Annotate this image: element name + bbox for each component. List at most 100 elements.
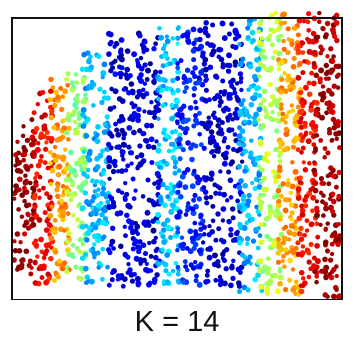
scatter-point	[198, 215, 203, 220]
scatter-point	[258, 258, 264, 264]
scatter-point	[257, 40, 262, 45]
scatter-point	[182, 89, 188, 94]
scatter-point	[300, 145, 306, 151]
scatter-point	[151, 110, 157, 116]
scatter-point	[299, 207, 306, 214]
scatter-point	[322, 146, 328, 151]
scatter-point	[110, 168, 117, 175]
scatter-point	[276, 51, 282, 57]
scatter-point	[241, 225, 248, 231]
scatter-point	[240, 56, 246, 62]
scatter-point	[73, 72, 79, 77]
scatter-point	[177, 182, 183, 188]
scatter-point	[27, 258, 33, 264]
scatter-point	[212, 182, 218, 188]
scatter-point	[239, 159, 245, 164]
scatter-point	[249, 29, 256, 36]
scatter-point	[99, 99, 105, 106]
scatter-point	[298, 232, 303, 237]
scatter-point	[202, 29, 209, 36]
scatter-point	[126, 125, 133, 131]
scatter-point	[277, 164, 283, 170]
scatter-point	[256, 226, 261, 231]
scatter-point	[164, 252, 170, 258]
scatter-point	[52, 218, 58, 223]
scatter-point	[237, 289, 243, 295]
scatter-point	[174, 98, 181, 105]
scatter-point	[50, 85, 56, 90]
scatter-point	[144, 261, 149, 266]
scatter-point	[119, 190, 125, 195]
scatter-point	[21, 151, 28, 158]
scatter-point	[65, 71, 71, 77]
scatter-point	[80, 181, 86, 186]
scatter-point	[292, 168, 299, 175]
scatter-point	[196, 281, 203, 288]
scatter-point	[302, 233, 307, 238]
scatter-point	[225, 198, 230, 203]
scatter-point	[80, 77, 86, 83]
scatter-point	[42, 160, 48, 166]
scatter-point	[112, 88, 119, 95]
scatter-point	[184, 85, 189, 91]
scatter-point	[123, 180, 128, 186]
scatter-point	[115, 277, 121, 282]
scatter-point	[226, 218, 232, 225]
scatter-point	[90, 178, 96, 184]
scatter-point	[260, 63, 266, 69]
scatter-point	[239, 87, 244, 93]
scatter-point	[261, 88, 268, 95]
scatter-point	[14, 231, 21, 237]
scatter-point	[245, 25, 251, 31]
scatter-point	[203, 279, 209, 285]
scatter-point	[105, 199, 111, 205]
scatter-point	[263, 114, 269, 120]
scatter-point	[175, 87, 181, 94]
scatter-point	[23, 189, 30, 196]
scatter-point	[172, 170, 178, 176]
scatter-point	[105, 30, 112, 37]
scatter-point	[237, 270, 243, 275]
scatter-point	[277, 153, 282, 159]
scatter-point	[242, 205, 248, 211]
scatter-point	[153, 235, 158, 241]
scatter-point	[309, 70, 315, 76]
scatter-point	[16, 207, 21, 212]
scatter-point	[327, 271, 333, 277]
scatter-point	[175, 41, 180, 46]
scatter-point	[121, 130, 128, 137]
scatter-point	[202, 97, 208, 103]
scatter-point	[111, 158, 118, 165]
scatter-point	[55, 193, 61, 199]
scatter-point	[259, 18, 264, 24]
scatter-point	[202, 66, 209, 73]
scatter-point	[197, 27, 204, 34]
scatter-point	[308, 266, 314, 272]
scatter-point	[256, 184, 263, 190]
scatter-point	[282, 71, 287, 76]
scatter-point	[173, 57, 178, 63]
scatter-point	[150, 227, 157, 234]
scatter-point	[164, 185, 170, 191]
scatter-point	[217, 185, 223, 191]
scatter-point	[229, 264, 235, 271]
scatter-point	[263, 108, 268, 113]
scatter-point	[283, 224, 289, 230]
scatter-point	[226, 52, 232, 59]
scatter-point	[49, 204, 55, 210]
scatter-point	[326, 181, 332, 187]
scatter-point	[188, 145, 194, 151]
scatter-point	[66, 125, 72, 132]
scatter-point	[177, 107, 183, 113]
scatter-point	[255, 272, 261, 278]
scatter-point	[247, 64, 253, 70]
scatter-point	[35, 254, 40, 259]
scatter-point	[230, 215, 236, 221]
scatter-point	[336, 193, 342, 199]
scatter-point	[270, 55, 276, 61]
scatter-point	[334, 287, 339, 293]
scatter-point	[264, 291, 270, 296]
scatter-point	[15, 159, 22, 166]
scatter-point	[83, 280, 89, 286]
scatter-point	[90, 246, 96, 252]
